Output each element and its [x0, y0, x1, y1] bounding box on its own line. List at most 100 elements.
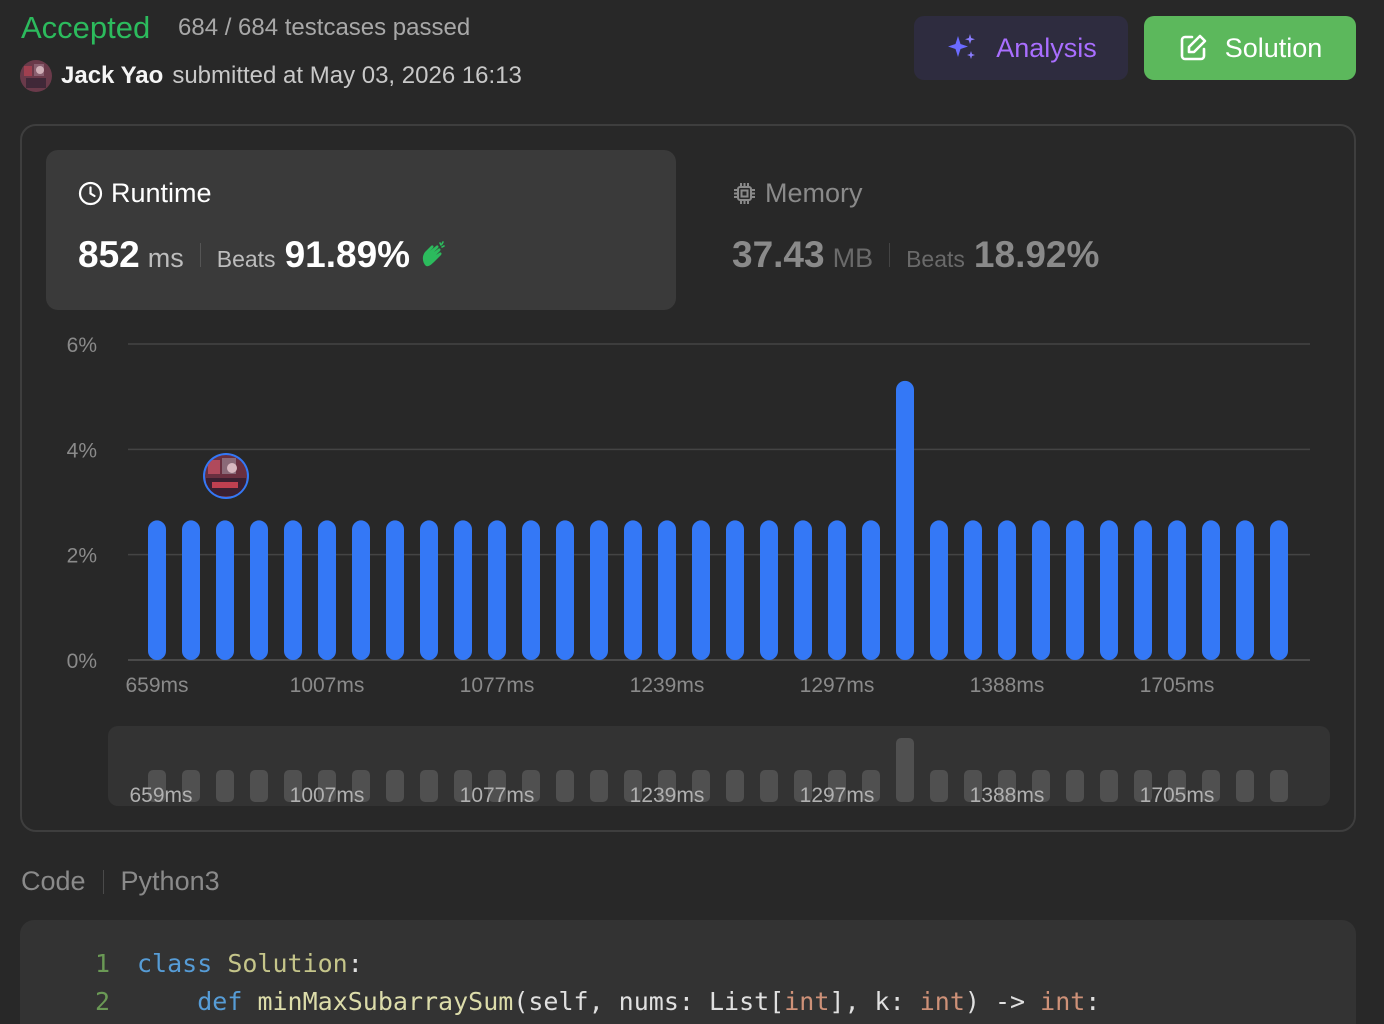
chart-bar[interactable]: [1236, 520, 1254, 660]
chart-bar[interactable]: [386, 520, 404, 660]
chart-bar[interactable]: [998, 520, 1016, 660]
runtime-value: 852: [78, 234, 140, 275]
x-tick-label: 1007ms: [290, 674, 365, 697]
chart-bar[interactable]: [930, 520, 948, 660]
mini-bar: [692, 770, 710, 802]
chart-bar[interactable]: [454, 520, 472, 660]
mini-bar: [1032, 770, 1050, 802]
chart-bar[interactable]: [794, 520, 812, 660]
edit-icon: [1180, 34, 1207, 61]
runtime-value-row: 852 ms Beats 91.89%: [78, 234, 448, 276]
chart-bar[interactable]: [284, 520, 302, 660]
memory-beats-word: Beats: [906, 246, 965, 272]
x-tick-label: 1297ms: [800, 674, 875, 697]
chart-bar[interactable]: [1168, 520, 1186, 660]
mini-x-label: 1239ms: [630, 784, 705, 807]
stats-panel: [20, 124, 1356, 832]
y-tick-label: 0%: [67, 650, 97, 673]
x-tick-label: 1077ms: [460, 674, 535, 697]
mini-bar: [1100, 770, 1118, 802]
chart-bar[interactable]: [1202, 520, 1220, 660]
submitted-time: submitted at May 03, 2026 16:13: [172, 62, 522, 89]
chart-bar[interactable]: [522, 520, 540, 660]
memory-value-row: 37.43 MB Beats 18.92%: [732, 234, 1099, 276]
mini-bar: [522, 770, 540, 802]
chart-bar[interactable]: [590, 520, 608, 660]
chart-bar[interactable]: [182, 520, 200, 660]
mini-bar: [1066, 770, 1084, 802]
range-slider[interactable]: [108, 726, 1330, 806]
submitter-info: Jack Yao submitted at May 03, 2026 16:13: [20, 60, 522, 92]
divider: [889, 243, 891, 267]
memory-label[interactable]: Memory: [732, 178, 863, 209]
x-tick-label: 1705ms: [1140, 674, 1215, 697]
mini-bar: [216, 770, 234, 802]
analysis-label: Analysis: [996, 32, 1097, 63]
mini-bar: [828, 770, 846, 802]
chart-bar[interactable]: [862, 520, 880, 660]
chart-bar[interactable]: [1066, 520, 1084, 660]
chart-bar[interactable]: [1270, 520, 1288, 660]
runtime-unit: ms: [147, 243, 184, 273]
chart-bar[interactable]: [760, 520, 778, 660]
y-tick-label: 2%: [67, 545, 97, 568]
mini-x-label: 1297ms: [800, 784, 875, 807]
mini-bar: [896, 738, 914, 802]
chart-bar[interactable]: [352, 520, 370, 660]
status-title: Accepted: [21, 10, 151, 45]
chart-bar[interactable]: [1134, 520, 1152, 660]
mini-x-label: 659ms: [129, 784, 192, 807]
chart-bar[interactable]: [216, 520, 234, 660]
chart-bar[interactable]: [1032, 520, 1050, 660]
username-link[interactable]: Jack Yao: [61, 62, 164, 89]
runtime-beats-value: 91.89%: [284, 234, 411, 275]
chart-bar[interactable]: [556, 520, 574, 660]
mini-bar: [1236, 770, 1254, 802]
chart-bar[interactable]: [964, 520, 982, 660]
chart-bar[interactable]: [148, 520, 166, 660]
solution-button[interactable]: Solution: [1144, 16, 1356, 80]
mini-bar: [590, 770, 608, 802]
mini-bar: [1270, 770, 1288, 802]
chip-icon: [734, 183, 755, 204]
mini-bar: [1134, 770, 1152, 802]
y-tick-label: 6%: [67, 334, 97, 357]
code-line: 2 def minMaxSubarraySum (self, nums: List…: [20, 983, 1100, 1019]
mini-bar: [964, 770, 982, 802]
code-line: 1 class Solution:: [20, 945, 363, 981]
mini-bar: [556, 770, 574, 802]
mini-bar: [794, 770, 812, 802]
mini-bar: [352, 770, 370, 802]
code-header: Code Python3: [21, 866, 220, 897]
mini-bar: [624, 770, 642, 802]
chart-bar[interactable]: [318, 520, 336, 660]
chart-bar[interactable]: [250, 520, 268, 660]
mini-bar: [1202, 770, 1220, 802]
mini-bar: [726, 770, 744, 802]
chart-bar[interactable]: [828, 520, 846, 660]
code-editor[interactable]: 1 class Solution: 2 def minMaxSubarraySum…: [20, 920, 1356, 1024]
mini-bar: [760, 770, 778, 802]
chart-bar[interactable]: [1100, 520, 1118, 660]
runtime-card[interactable]: [46, 150, 676, 310]
chart-bar[interactable]: [692, 520, 710, 660]
mini-bar: [658, 770, 676, 802]
mini-bar: [420, 770, 438, 802]
memory-beats-value: 18.92%: [973, 234, 1100, 275]
chart-bar[interactable]: [624, 520, 642, 660]
user-avatar-marker[interactable]: [203, 453, 249, 499]
avatar[interactable]: [20, 60, 52, 92]
mini-bar: [998, 770, 1016, 802]
line-number: 2: [94, 986, 110, 1016]
memory-unit: MB: [832, 243, 874, 273]
chart-bar[interactable]: [488, 520, 506, 660]
clapping-hands-icon: [422, 241, 445, 267]
chart-bar[interactable]: [726, 520, 744, 660]
code-label: Code: [21, 866, 86, 896]
chart-bar[interactable]: [420, 520, 438, 660]
mini-x-label: 1705ms: [1140, 784, 1215, 807]
chart-bar[interactable]: [896, 380, 914, 660]
chart-bar[interactable]: [658, 520, 676, 660]
analysis-button[interactable]: Analysis: [914, 16, 1128, 80]
